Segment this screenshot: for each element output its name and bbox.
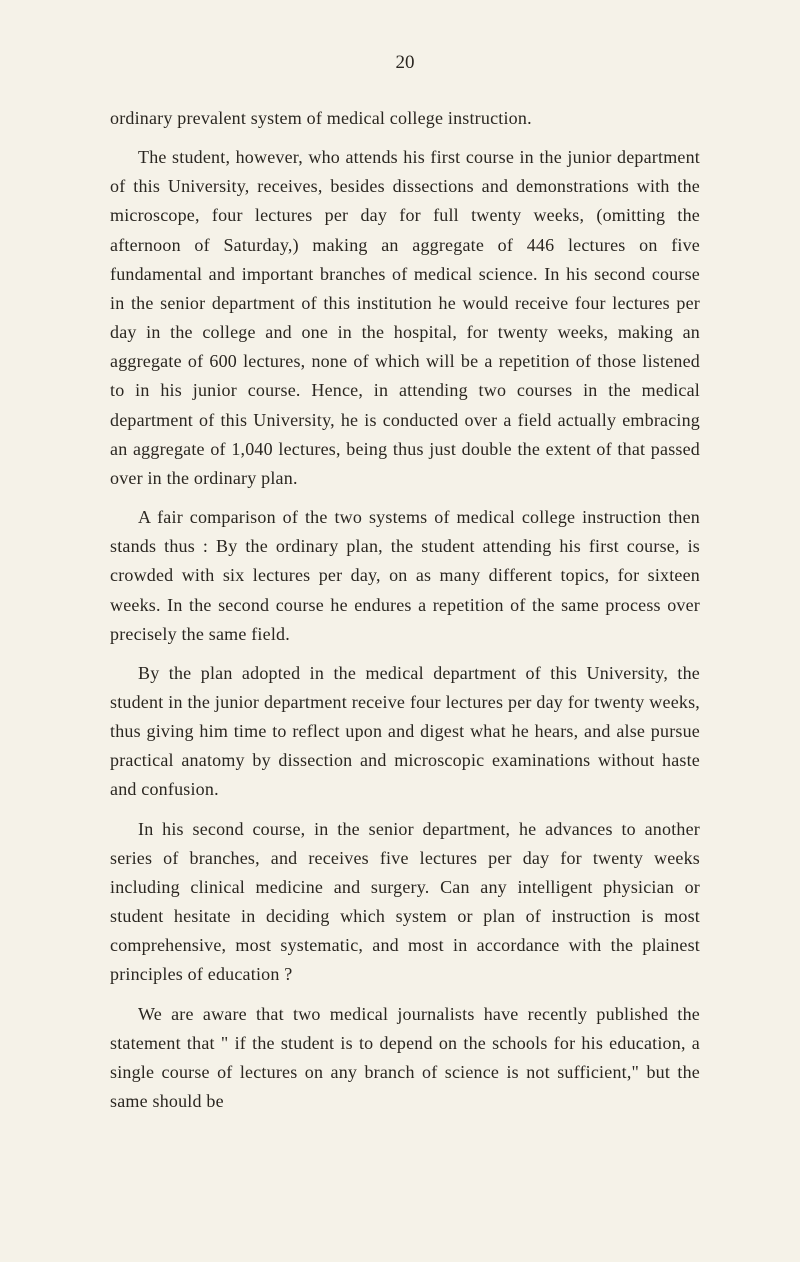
paragraph-4: By the plan adopted in the medical depar… [110,659,700,805]
paragraph-6: We are aware that two medical journalist… [110,1000,700,1117]
page-number: 20 [110,52,700,74]
document-page: 20 ordinary prevalent system of medical … [0,0,800,1262]
paragraph-5: In his second course, in the senior depa… [110,815,700,990]
paragraph-1: ordinary prevalent system of medical col… [110,104,700,133]
paragraph-2: The student, however, who attends his fi… [110,143,700,493]
paragraph-3: A fair comparison of the two systems of … [110,503,700,649]
